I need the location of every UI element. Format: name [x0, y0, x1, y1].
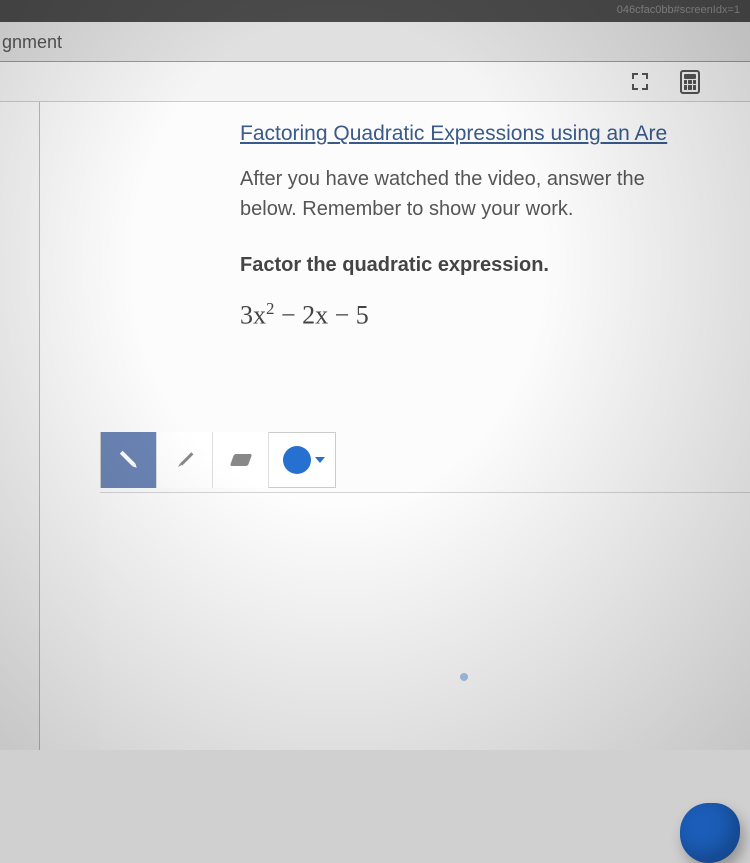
- pencil-icon: [113, 444, 144, 475]
- drawing-canvas[interactable]: [100, 492, 750, 750]
- content-page: Factoring Quadratic Expressions using an…: [40, 102, 750, 750]
- pen-icon: [170, 446, 198, 474]
- expr-op1: −: [274, 301, 302, 330]
- expr-var-b: x: [315, 301, 328, 330]
- instruction-line-1: After you have watched the video, answer…: [240, 168, 645, 190]
- expr-coef-b: 2: [302, 301, 315, 330]
- left-side-strip: [0, 102, 40, 750]
- browser-url-bar: 046cfac0bb#screenIdx=1: [0, 0, 750, 22]
- top-toolbar: [0, 62, 750, 102]
- pen-tool-button[interactable]: [157, 432, 213, 488]
- expr-const: 5: [356, 301, 369, 330]
- assignment-tab[interactable]: gnment: [0, 22, 750, 62]
- calculator-icon[interactable]: [680, 70, 700, 94]
- stray-ink-dot: [460, 673, 468, 681]
- drawing-tool-palette: [100, 432, 336, 488]
- quadratic-expression: 3x2 − 2x − 5: [240, 299, 750, 331]
- color-dropdown-icon[interactable]: [315, 457, 325, 463]
- ink-blob-mark: [680, 803, 740, 863]
- url-fragment-text: 046cfac0bb#screenIdx=1: [617, 4, 740, 16]
- eraser-tool-button[interactable]: [213, 432, 269, 488]
- instruction-text: After you have watched the video, answer…: [240, 164, 750, 224]
- main-area: Factoring Quadratic Expressions using an…: [0, 102, 750, 750]
- lesson-title-link[interactable]: Factoring Quadratic Expressions using an…: [240, 122, 750, 146]
- expr-op2: −: [328, 301, 356, 330]
- expr-var-a: x: [253, 301, 266, 330]
- fullscreen-icon[interactable]: [632, 73, 650, 91]
- expr-coef-a: 3: [240, 301, 253, 330]
- pencil-tool-button[interactable]: [101, 432, 157, 488]
- color-swatch[interactable]: [283, 446, 311, 474]
- tab-label: gnment: [0, 32, 62, 52]
- instruction-line-2: below. Remember to show your work.: [240, 198, 573, 220]
- eraser-icon: [229, 454, 251, 466]
- problem-prompt: Factor the quadratic expression.: [240, 254, 750, 277]
